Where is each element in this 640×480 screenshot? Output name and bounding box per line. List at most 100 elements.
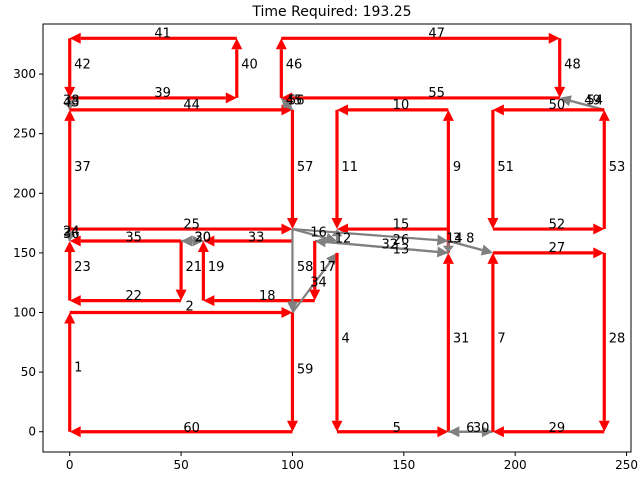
edge-23 xyxy=(64,240,76,301)
edge-label: 42 xyxy=(74,58,91,73)
edge-51 xyxy=(487,109,499,230)
edge-60 xyxy=(69,426,293,438)
edge-39 xyxy=(69,92,237,104)
edge-arrowhead xyxy=(64,312,76,324)
edge-label: 14 xyxy=(446,232,463,247)
edge-5 xyxy=(337,426,449,438)
edge-label: 10 xyxy=(393,98,410,113)
edge-arrowhead xyxy=(203,295,215,307)
edge-arrowhead xyxy=(448,426,460,438)
edge-55 xyxy=(281,92,560,104)
edge-label: 55 xyxy=(428,86,445,101)
edge-label: 3 xyxy=(453,232,461,247)
edge-2 xyxy=(69,307,293,319)
edge-arrowhead xyxy=(436,234,449,246)
edge-label: 20 xyxy=(194,230,211,245)
edge-label: 25 xyxy=(183,217,200,232)
edge-15 xyxy=(337,223,449,235)
edge-arrowhead xyxy=(326,252,337,266)
edge-8 xyxy=(448,239,493,256)
edge-label: 13 xyxy=(393,242,410,257)
edge-13 xyxy=(314,239,449,258)
edge-label: 17 xyxy=(319,260,336,275)
edge-label: 32 xyxy=(382,238,399,253)
edge-line xyxy=(287,104,294,111)
edge-33 xyxy=(203,235,293,247)
edge-35 xyxy=(69,235,182,247)
edge-34 xyxy=(291,252,337,314)
edge-label: 1 xyxy=(74,360,82,375)
edge-50 xyxy=(492,104,605,116)
edge-arrowhead xyxy=(281,307,293,319)
y-axis: 0 50 100 150 200 250 300 xyxy=(13,67,43,439)
edge-arrowhead xyxy=(324,232,337,244)
edge-arrowhead xyxy=(331,420,343,432)
edge-label: 56 xyxy=(288,93,305,108)
edge-arrowhead xyxy=(69,235,81,247)
edge-arrowhead xyxy=(69,426,81,438)
edge-label: 7 xyxy=(497,332,505,347)
edge-52 xyxy=(492,223,605,235)
edge-25 xyxy=(69,223,293,235)
edge-arrowhead xyxy=(64,109,76,121)
x-tick-label: 0 xyxy=(66,458,74,472)
edge-label: 38 xyxy=(63,93,80,108)
edge-37 xyxy=(64,109,76,230)
y-tick-label: 150 xyxy=(13,246,36,260)
edge-53 xyxy=(598,109,610,230)
edge-line xyxy=(448,239,483,252)
x-tick-label: 200 xyxy=(504,458,527,472)
edge-59 xyxy=(286,312,298,432)
x-tick-label: 150 xyxy=(392,458,415,472)
edge-arrowhead xyxy=(309,289,321,301)
edge-arrowhead xyxy=(487,252,499,264)
edge-58 xyxy=(286,229,298,313)
edge-57 xyxy=(286,109,298,230)
y-tick-label: 0 xyxy=(28,425,36,439)
edge-17 xyxy=(309,240,321,301)
edge-18 xyxy=(203,295,315,307)
edge-label: 12 xyxy=(335,232,352,247)
edge-label: 57 xyxy=(297,160,314,175)
edge-label: 18 xyxy=(259,289,276,304)
edge-arrowhead xyxy=(281,92,293,104)
edge-4 xyxy=(331,252,343,432)
edge-label: 47 xyxy=(428,27,445,42)
edge-label: 31 xyxy=(453,332,470,347)
y-tick-label: 300 xyxy=(13,67,36,81)
edge-47 xyxy=(281,32,560,44)
edge-label: 2 xyxy=(186,300,194,315)
edge-arrowhead xyxy=(337,104,348,116)
edge-label: 22 xyxy=(125,289,142,304)
edge-20 xyxy=(181,235,204,247)
edge-10 xyxy=(337,104,449,116)
edge-42 xyxy=(64,38,76,98)
edge-arrowhead xyxy=(225,92,237,104)
edge-arrowhead xyxy=(442,245,454,253)
edge-arrowhead xyxy=(69,295,81,307)
edge-label: 53 xyxy=(609,160,626,175)
chart-title: Time Required: 193.25 xyxy=(251,4,411,20)
x-tick-label: 50 xyxy=(173,458,188,472)
edge-arrowhead xyxy=(492,426,504,438)
edge-label: 24 xyxy=(63,224,80,239)
edge-arrowhead xyxy=(275,38,287,50)
edge-41 xyxy=(69,32,237,44)
edge-label: 23 xyxy=(74,260,91,275)
x-tick-label: 100 xyxy=(281,458,304,472)
edge-label: 9 xyxy=(453,160,461,175)
edge-label: 27 xyxy=(549,241,566,256)
edge-44 xyxy=(69,104,293,116)
edge-arrowhead xyxy=(286,218,298,230)
edges-layer xyxy=(64,32,610,438)
edge-arrowhead xyxy=(442,252,454,264)
edge-arrowhead xyxy=(286,420,298,432)
edge-label: 41 xyxy=(154,27,171,42)
edge-label: 60 xyxy=(183,421,200,436)
edge-label: 48 xyxy=(564,58,581,73)
edge-label: 44 xyxy=(183,98,200,113)
edge-label: 19 xyxy=(208,260,225,275)
edge-label: 30 xyxy=(194,230,211,245)
